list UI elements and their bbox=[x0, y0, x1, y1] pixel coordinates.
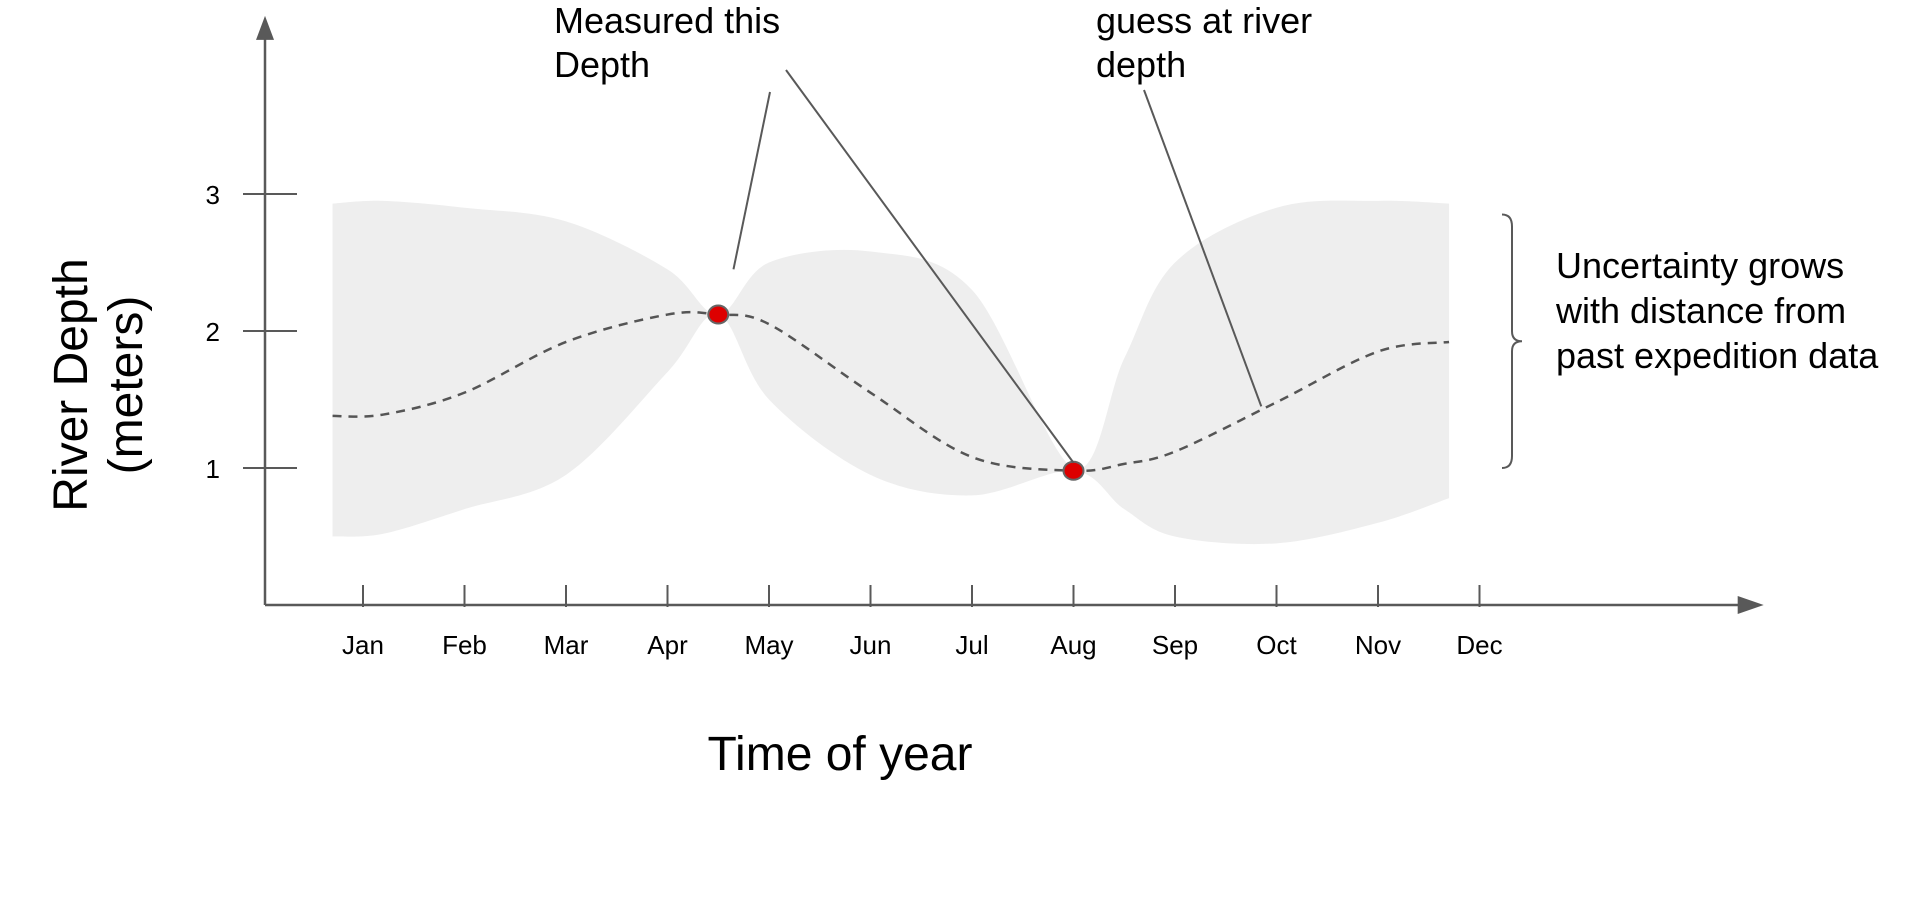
x-tick-label: Dec bbox=[1456, 630, 1502, 660]
uncertainty-band-layer bbox=[332, 200, 1450, 545]
measured-point bbox=[707, 304, 730, 325]
annotation-guess-label: guess at river depth bbox=[1096, 0, 1312, 85]
x-tick-label: Mar bbox=[544, 630, 589, 660]
y-tick-label: 1 bbox=[206, 454, 220, 484]
y-tick-label: 3 bbox=[206, 180, 220, 210]
x-tick-label: Jul bbox=[955, 630, 988, 660]
series-layer bbox=[332, 310, 1450, 473]
x-tick-label: Nov bbox=[1355, 630, 1401, 660]
annotation-measured-label: Measured this Depth bbox=[554, 0, 780, 85]
x-tick-label: Feb bbox=[442, 630, 487, 660]
x-tick-label: May bbox=[744, 630, 793, 660]
x-tick-label: Oct bbox=[1256, 630, 1297, 660]
x-axis-title: Time of year bbox=[708, 728, 973, 781]
leader-line bbox=[1143, 89, 1263, 407]
estimated-depth-line bbox=[332, 310, 1450, 473]
uncertainty-brace bbox=[1501, 213, 1523, 469]
annotations-layer bbox=[732, 69, 1523, 469]
annotation-uncertainty-label: Uncertainty grows with distance from past … bbox=[1555, 245, 1879, 376]
y-axis-title: River Depth(meters) bbox=[45, 258, 153, 511]
y-tick-label: 2 bbox=[206, 317, 220, 347]
x-tick-label: Apr bbox=[647, 630, 688, 660]
measured-points-layer bbox=[707, 304, 1085, 481]
x-tick-label: Sep bbox=[1152, 630, 1198, 660]
y-axis-arrow-icon bbox=[256, 15, 274, 40]
leader-line bbox=[785, 69, 1075, 464]
labels-layer: Jan Feb Mar Apr May Jun Jul Aug Sep Oct Nov Dec 1 2 3 M… bbox=[45, 0, 1879, 781]
x-tick-label: Jun bbox=[850, 630, 892, 660]
x-tick-label: Jan bbox=[342, 630, 384, 660]
x-axis-arrow-icon bbox=[1737, 596, 1764, 614]
axes bbox=[243, 15, 1764, 614]
x-tick-label: Aug bbox=[1050, 630, 1096, 660]
leader-line bbox=[732, 91, 771, 270]
uncertainty-band bbox=[332, 200, 1450, 545]
measured-point bbox=[1062, 460, 1085, 481]
